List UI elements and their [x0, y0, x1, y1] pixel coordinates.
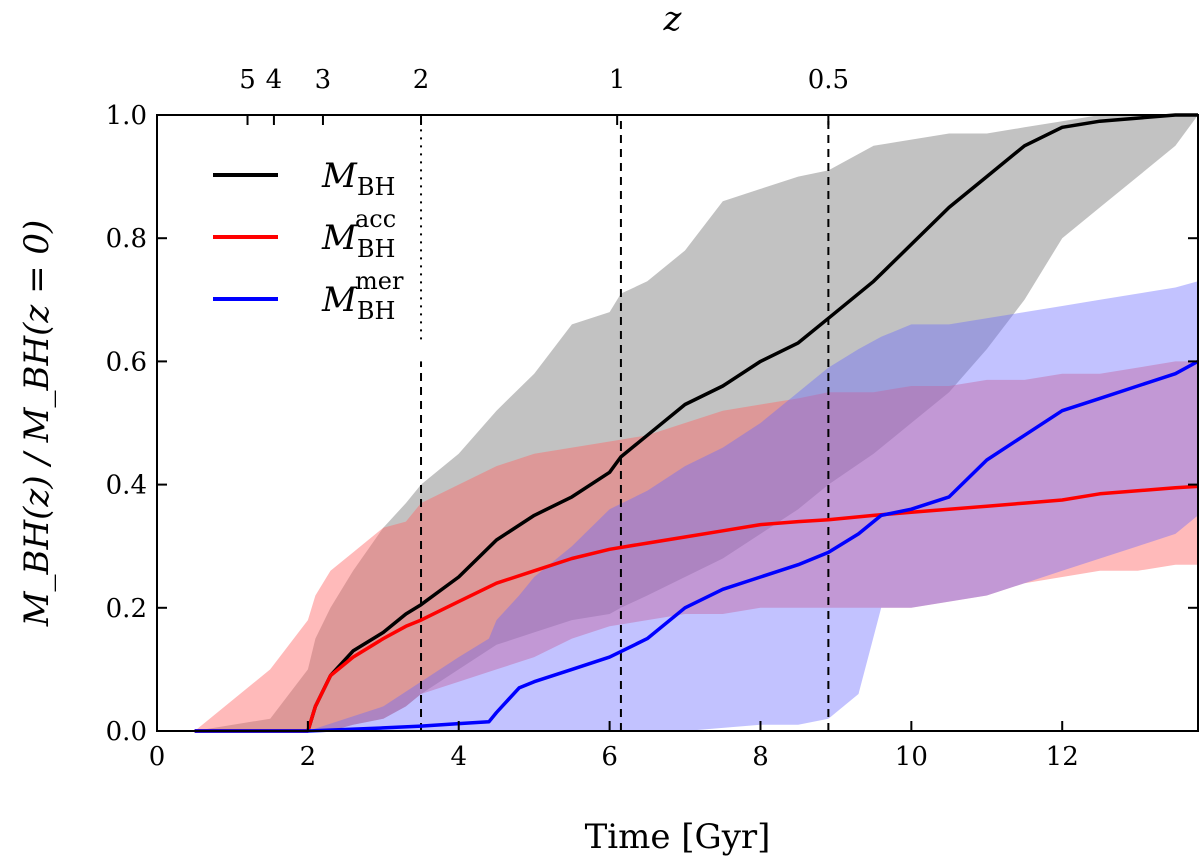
x-axis-label: Time [Gyr]	[585, 817, 771, 857]
x-tick-label: 0	[149, 742, 166, 772]
y-tick-label: 0.0	[106, 717, 147, 747]
x-tick-label: 6	[601, 742, 618, 772]
plot-frame	[156, 114, 1199, 732]
top-tick-label: 3	[315, 65, 332, 95]
band-acc	[194, 361, 1198, 731]
band-total	[194, 115, 1198, 731]
x-tick-label: 8	[752, 742, 769, 772]
legend-label-total: MBH	[321, 156, 395, 201]
x-tick-label: 12	[1046, 742, 1079, 772]
x-tick-label: 4	[450, 742, 467, 772]
uncertainty-bands	[194, 115, 1198, 731]
top-tick-label: 5	[239, 65, 256, 95]
top-tick-label: 2	[413, 65, 430, 95]
top-axis-label: z	[663, 0, 683, 39]
x-tick-label: 10	[895, 742, 928, 772]
line-acc	[194, 484, 1199, 733]
y-tick-label: 0.2	[106, 594, 147, 624]
redshift-reference-lines	[420, 115, 830, 731]
x-tick-label: 2	[300, 742, 317, 772]
top-tick-label: 1	[609, 65, 626, 95]
y-axis-label: M_BH(z) / M_BH(z = 0)	[17, 220, 57, 628]
y-tick-label: 0.6	[106, 347, 147, 377]
legend-label-acc: MBHacc	[321, 205, 396, 263]
top-tick-label: 0.5	[808, 65, 849, 95]
line-mer	[194, 359, 1199, 733]
line-total	[194, 113, 1198, 733]
series-lines	[194, 113, 1199, 733]
y-tick-label: 0.8	[106, 224, 147, 254]
axis-ticks: 0 2 4 6 8 10 120.00.20.40.60.81.05 4 3 2 1 0.5	[106, 65, 1198, 772]
top-tick-label: 4	[266, 65, 283, 95]
band-mer	[194, 281, 1198, 731]
y-tick-label: 0.4	[106, 471, 147, 501]
legend-label-mer: MBHmer	[321, 267, 404, 325]
y-tick-label: 1.0	[106, 101, 147, 131]
